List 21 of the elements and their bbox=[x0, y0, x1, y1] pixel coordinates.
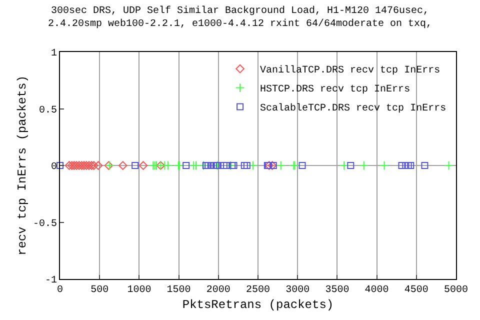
y-tick-label: 0 bbox=[50, 162, 57, 173]
x-tick-label: 3500 bbox=[325, 285, 350, 296]
y-axis-title: recv tcp InErrs (packets) bbox=[15, 75, 30, 256]
x-tick-label: 4000 bbox=[364, 285, 389, 296]
x-tick-label: 2500 bbox=[246, 285, 270, 296]
legend-label: VanillaTCP.DRS recv tcp InErrs bbox=[260, 64, 440, 77]
legend-label: ScalableTCP.DRS recv tcp InErrs bbox=[260, 102, 446, 115]
chart-title: 300sec DRS, UDP Self Similar Background Load, H1-M120 1476usec, 2.4.20smp web100-2.2.1, e1000-4.4.12 rxint 64/64moderate on txq, bbox=[48, 4, 432, 30]
x-tick-label: 500 bbox=[90, 285, 109, 296]
x-tick-label: 1000 bbox=[127, 285, 152, 296]
x-tick-label: 4500 bbox=[404, 285, 428, 296]
x-tick-label: 3000 bbox=[286, 285, 310, 296]
x-tick-label: 2000 bbox=[206, 285, 230, 296]
y-tick-label: 0.5 bbox=[38, 105, 57, 116]
y-tick-label: -1 bbox=[44, 276, 57, 286]
x-tick-label: 5000 bbox=[444, 285, 468, 296]
y-tick-label: -0.5 bbox=[32, 218, 57, 230]
x-axis-title: PktsRetrans (packets) bbox=[182, 298, 334, 312]
x-tick-label: 1500 bbox=[166, 285, 191, 296]
y-tick-label: 1 bbox=[50, 48, 57, 60]
legend-label: HSTCP.DRS recv tcp InErrs bbox=[260, 84, 410, 96]
